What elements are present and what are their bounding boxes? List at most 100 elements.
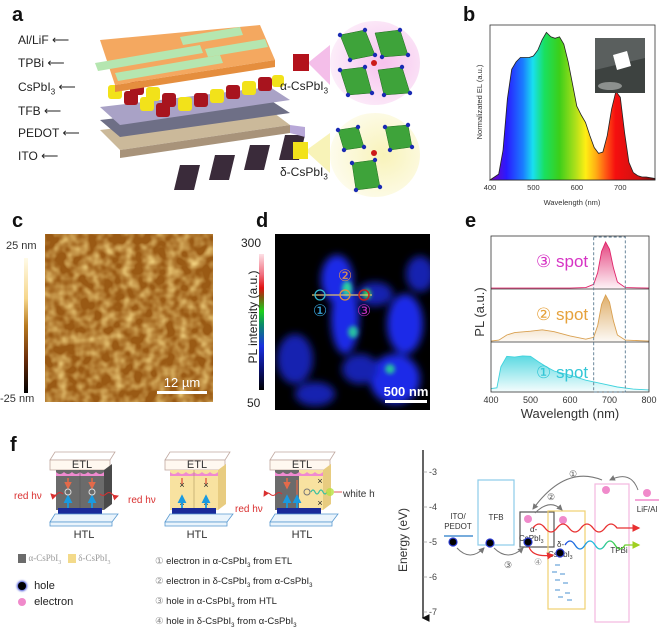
x-tick-label: 700 xyxy=(614,183,627,192)
scale-bar xyxy=(385,400,427,403)
process-item: ④ hole in δ-CsPbI3 from α-CsPbI3 xyxy=(155,614,312,634)
panel-c-label: c xyxy=(12,210,24,232)
recombination-schematics: ETL HTL red hν red hν ETL × × × × xyxy=(14,451,375,540)
subscript: 3 xyxy=(570,555,573,561)
panel-f-label: f xyxy=(10,434,17,456)
arrow-left-icon: ⟵ xyxy=(58,80,76,94)
process-text: electron in α-CsPbI xyxy=(166,556,248,567)
step-3-label: ③ xyxy=(504,560,512,570)
x-tick-label: 400 xyxy=(483,395,498,405)
electron-transfer-arrow-1 xyxy=(609,475,639,491)
tfb-label: TFB xyxy=(488,513,503,522)
el-spectrum-chart: 400 500 600 700 Normalizated EL (a.u.) Wave… xyxy=(475,24,656,207)
spot-1-marker xyxy=(314,289,326,301)
htl-label: HTL xyxy=(187,529,208,540)
arrow-left-icon: ⟵ xyxy=(44,104,62,118)
tick-label: -4 xyxy=(429,502,437,512)
tick-label: -6 xyxy=(429,572,437,582)
subscript: 3 xyxy=(541,539,544,545)
electron-legend: electron xyxy=(18,596,73,608)
hole-transfer-arrow-4 xyxy=(528,546,555,560)
step-2-label: ② xyxy=(547,492,555,502)
panel-b-label: b xyxy=(463,4,476,26)
subscript: 3 xyxy=(231,622,235,629)
layer-text: TPBi xyxy=(18,56,45,70)
etl-label: ETL xyxy=(72,459,92,471)
layer-label-tfb: TFB ⟵ xyxy=(18,104,61,118)
subscript: 3 xyxy=(58,559,62,566)
pl-series-line xyxy=(490,355,650,391)
electron-icon xyxy=(643,489,651,497)
panel-a-label: a xyxy=(12,4,24,26)
layer-label-tpbi: TPBi ⟵ xyxy=(18,56,65,70)
process-text: from α-CsPbI xyxy=(234,615,294,627)
alpha-cspbi3-band xyxy=(519,511,555,548)
highlight-box xyxy=(593,236,626,393)
colorbar-min-label: -25 nm xyxy=(0,393,35,405)
hole-icon xyxy=(448,537,458,547)
scale-bar xyxy=(157,391,207,394)
spot-number: ① xyxy=(536,363,551,382)
x-axis-label: Wavelength (nm) xyxy=(544,198,601,207)
x-tick-label: 600 xyxy=(562,395,577,405)
pl-map-image: ① ② ③ 500 nm xyxy=(275,234,430,410)
process-text: hole in δ-CsPbI xyxy=(166,615,232,627)
electron-transfer-arrow-2 xyxy=(534,504,563,514)
process-item: ② electron in δ-CsPbI3 from α-CsPbI3 xyxy=(155,574,312,594)
pl-series-line xyxy=(490,293,650,342)
process-text: from HTL xyxy=(234,595,277,607)
height-colorbar xyxy=(24,258,28,393)
spot-3-label: ③ spot xyxy=(536,252,588,271)
y-axis-label: Normalizated EL (a.u.) xyxy=(475,64,484,139)
hole-label: hole xyxy=(34,580,55,592)
colorbar-title: PL intensity (a.u.) xyxy=(246,270,260,364)
pl-series-area xyxy=(491,355,649,392)
schematic-delta-only: ETL × × × × HTL xyxy=(164,451,234,540)
subscript: 3 xyxy=(293,622,297,629)
ito-layer xyxy=(100,110,290,150)
colorbar-max-label: 25 nm xyxy=(6,240,37,252)
delta-cspbi3-band xyxy=(547,510,586,610)
panel-d-label: d xyxy=(256,210,269,232)
scale-bar-label: 500 nm xyxy=(384,384,429,399)
schematic-alpha-only: ETL HTL red hν red hν xyxy=(14,451,156,540)
spot-2-label: ② spot xyxy=(536,305,588,324)
subscript: 3 xyxy=(309,582,313,589)
ito-electrodes xyxy=(174,135,305,190)
pl-spectra-chart: PL (a.u.) ③ spot ② spot ① spot 400 500 600… xyxy=(472,235,657,421)
pl-series-line xyxy=(491,240,650,289)
process-text: from α-CsPbI xyxy=(250,575,310,587)
energy-axis-label: Energy (eV) xyxy=(396,508,410,572)
schematic-mixed-phase: ETL × × HTL red hν white hν xyxy=(235,451,375,540)
layer-text: Al/LiF xyxy=(18,33,49,47)
subscript: 3 xyxy=(231,602,235,609)
x-tick-label: 600 xyxy=(571,183,584,192)
process-list: ① electron in α-CsPbI 3 from ETL ② electr… xyxy=(155,554,312,634)
x-tick-label: 700 xyxy=(602,395,617,405)
svg-text:×: × xyxy=(179,480,184,490)
process-number: ① xyxy=(155,556,164,567)
delta-legend-swatch xyxy=(67,554,76,564)
alpha-phase-text: α-CsPbI xyxy=(280,79,324,93)
hole-legend: hole xyxy=(18,580,55,592)
pl-colorbar xyxy=(259,254,264,390)
process-item: ③ hole in α-CsPbI3 from HTL xyxy=(155,594,312,614)
process-text: hole in α-CsPbI xyxy=(166,595,232,607)
electron-transfer-arrow-1 xyxy=(532,475,603,510)
device-stack-illustration xyxy=(95,21,420,197)
layer-text: ITO xyxy=(18,149,38,163)
process-text: from ETL xyxy=(250,556,293,567)
broad-emission-wave xyxy=(564,540,641,550)
red-emission-wave xyxy=(532,523,641,533)
spot-1-label: ① spot xyxy=(536,363,588,382)
htl-label: HTL xyxy=(292,529,313,540)
step-1-label: ① xyxy=(569,469,577,479)
plot-frame xyxy=(490,235,650,393)
hole-icon xyxy=(555,548,565,558)
etl-label: ETL xyxy=(292,459,312,471)
electron-icon xyxy=(524,515,532,523)
layer-text: PEDOT xyxy=(18,126,60,140)
tick-label: -7 xyxy=(429,607,437,617)
delta-phase-cube xyxy=(293,142,308,159)
x-axis-label: Wavelength (nm) xyxy=(521,406,620,421)
